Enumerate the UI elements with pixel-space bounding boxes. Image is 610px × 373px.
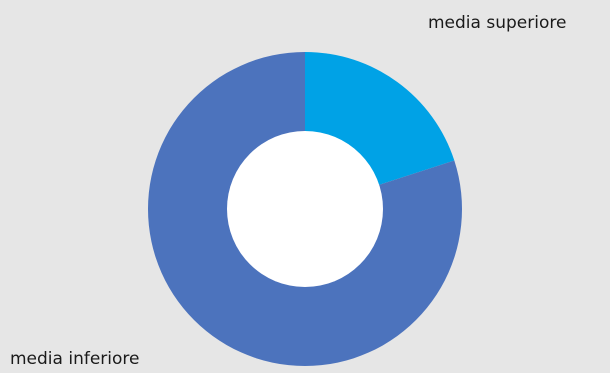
donut-hole — [227, 131, 383, 287]
slice-label-media-inferiore: media inferiore — [10, 349, 139, 369]
slice-label-media-superiore: media superiore — [428, 13, 566, 33]
